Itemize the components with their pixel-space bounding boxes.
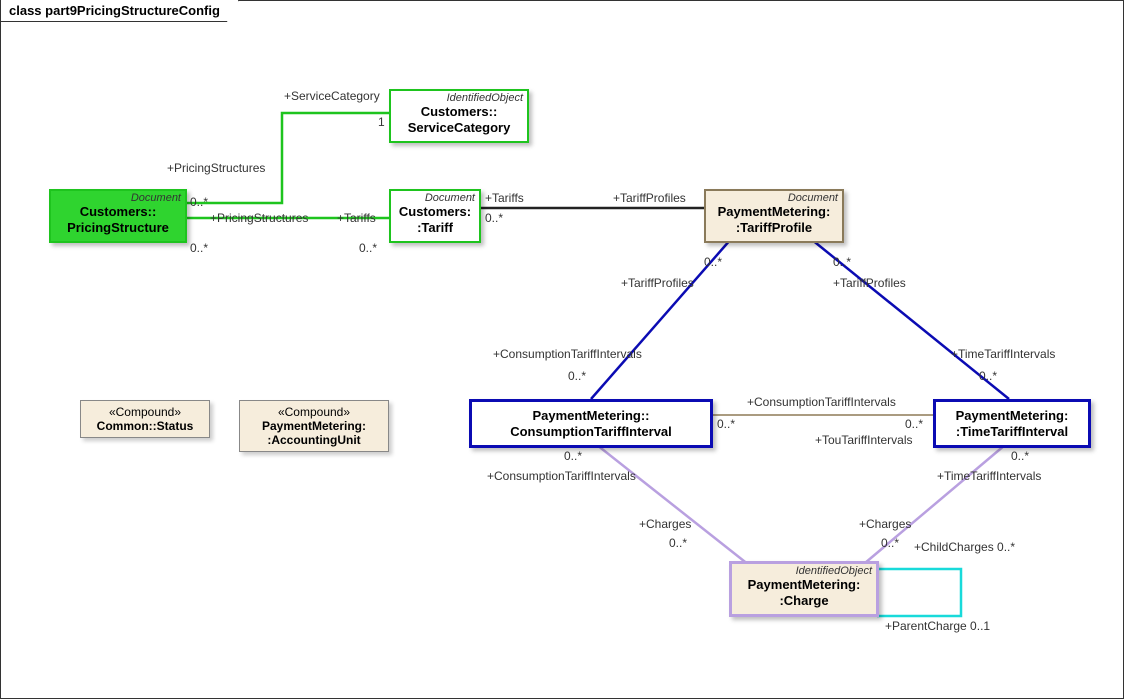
lbl-cti-3: +ConsumptionTariffIntervals <box>487 469 636 483</box>
class-name: Customers: :Tariff <box>391 204 479 241</box>
node-charge: IdentifiedObject PaymentMetering: :Charg… <box>729 561 879 617</box>
stereo: Document <box>706 191 842 204</box>
lbl-zs-f: 0..* <box>833 255 851 269</box>
node-service-category: IdentifiedObject Customers:: ServiceCate… <box>389 89 529 143</box>
lbl-tariff-profiles-3: +TariffProfiles <box>833 276 906 290</box>
lbl-charges-1: +Charges <box>639 517 691 531</box>
stereo: «Compound» <box>248 405 380 419</box>
lbl-zs-h: 0..* <box>717 417 735 431</box>
lbl-zs-k: 0..* <box>669 536 687 550</box>
compound-status: «Compound» Common::Status <box>80 400 210 438</box>
lbl-one: 1 <box>378 115 385 129</box>
compound-accounting-unit: «Compound» PaymentMetering: :AccountingU… <box>239 400 389 452</box>
stereo: IdentifiedObject <box>391 91 527 104</box>
stereo: Document <box>391 191 479 204</box>
stereo: «Compound» <box>89 405 201 419</box>
lbl-charges-2: +Charges <box>859 517 911 531</box>
lbl-zero-star-ps1: 0..* <box>190 195 208 209</box>
lbl-parent-charge: +ParentCharge 0..1 <box>885 619 990 633</box>
lbl-tariffs-1: +Tariffs <box>337 211 376 225</box>
lbl-zs-g: 0..* <box>979 369 997 383</box>
stereo: IdentifiedObject <box>732 564 876 577</box>
lbl-service-category: +ServiceCategory <box>284 89 380 103</box>
lbl-zs-d: 0..* <box>704 255 722 269</box>
node-tti: PaymentMetering: :TimeTariffInterval <box>933 399 1091 448</box>
lbl-zs-m: 0..* <box>881 536 899 550</box>
lbl-tariff-profiles-2: +TariffProfiles <box>621 276 694 290</box>
lbl-tariffs-2: +Tariffs <box>485 191 524 205</box>
class-name: PaymentMetering: :TimeTariffInterval <box>936 402 1088 445</box>
class-name: PaymentMetering: :Charge <box>732 577 876 614</box>
lbl-zs-j: 0..* <box>564 449 582 463</box>
lbl-zs-c: 0..* <box>485 211 503 225</box>
name: Common::Status <box>97 419 194 433</box>
lbl-tti-2: +TimeTariffIntervals <box>937 469 1041 483</box>
lbl-tariff-profiles-1: +TariffProfiles <box>613 191 686 205</box>
class-name: PaymentMetering:: ConsumptionTariffInter… <box>472 402 710 445</box>
lbl-pricing-structures-1: +PricingStructures <box>167 161 265 175</box>
lbl-zs-a: 0..* <box>190 241 208 255</box>
class-name: Customers:: ServiceCategory <box>391 104 527 141</box>
lbl-child-charges: +ChildCharges 0..* <box>914 540 1015 554</box>
diagram-frame: class part9PricingStructureConfig Docume… <box>0 0 1124 699</box>
lbl-cti-1: +ConsumptionTariffIntervals <box>493 347 642 361</box>
lbl-zs-i: 0..* <box>905 417 923 431</box>
lbl-tou: +TouTariffIntervals <box>815 433 913 447</box>
node-tariff: Document Customers: :Tariff <box>389 189 481 243</box>
stereo: Document <box>51 191 185 204</box>
node-cti: PaymentMetering:: ConsumptionTariffInter… <box>469 399 713 448</box>
diagram-title-tab: class part9PricingStructureConfig <box>0 0 239 22</box>
name: PaymentMetering: :AccountingUnit <box>248 419 380 447</box>
lbl-zs-e: 0..* <box>568 369 586 383</box>
node-tariff-profile: Document PaymentMetering: :TariffProfile <box>704 189 844 243</box>
lbl-cti-2: +ConsumptionTariffIntervals <box>747 395 896 409</box>
class-name: PaymentMetering: :TariffProfile <box>706 204 842 241</box>
diagram-title: class part9PricingStructureConfig <box>9 3 220 18</box>
lbl-tti-1: +TimeTariffIntervals <box>951 347 1055 361</box>
lbl-zs-l: 0..* <box>1011 449 1029 463</box>
lbl-pricing-structures-2: +PricingStructures <box>210 211 308 225</box>
class-name: Customers:: PricingStructure <box>51 204 185 241</box>
node-pricing-structure: Document Customers:: PricingStructure <box>49 189 187 243</box>
lbl-zs-b: 0..* <box>359 241 377 255</box>
